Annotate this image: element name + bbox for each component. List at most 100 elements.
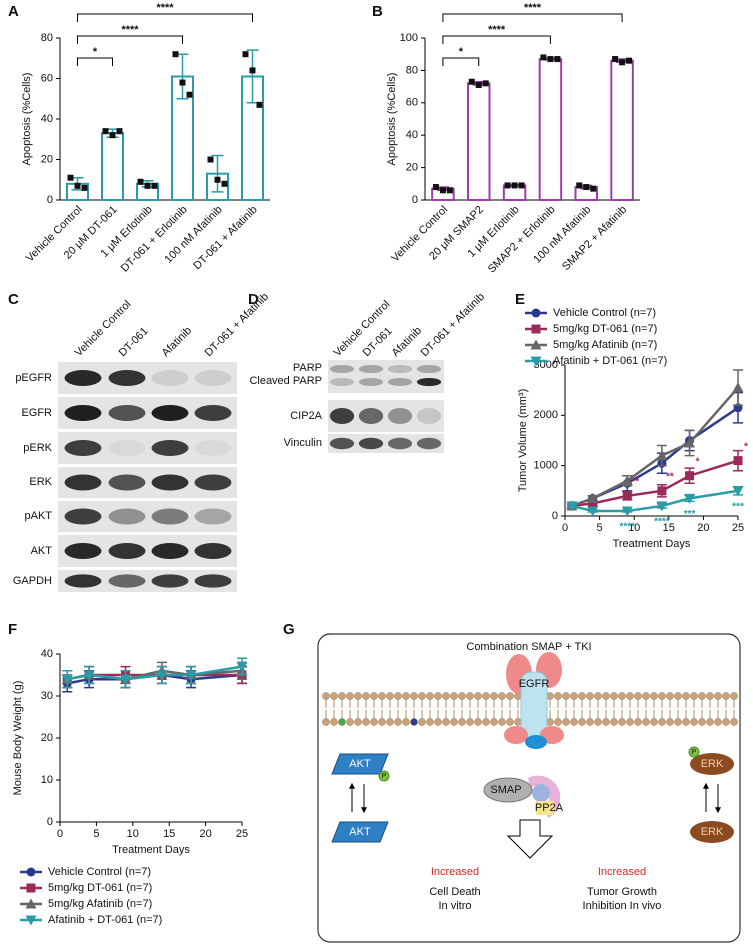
blot-band (358, 365, 384, 373)
x-axis-label: Treatment Days (613, 538, 691, 550)
lipid-head (434, 692, 442, 700)
lipid-head (650, 692, 658, 700)
outcome-arrow (506, 819, 554, 859)
blot-band (151, 574, 189, 588)
y-tick-label: 20 (41, 732, 53, 744)
x-tick-label: 25 (732, 522, 744, 534)
data-point (74, 182, 81, 189)
marker (732, 486, 744, 497)
blot-band (416, 437, 442, 450)
lipid-head (498, 692, 506, 700)
significance-label: ** (666, 471, 674, 482)
blot-band (416, 378, 442, 386)
panel-letter: D (248, 291, 259, 308)
y-tick-label: 30 (41, 690, 53, 702)
series-line (67, 665, 243, 681)
marker (732, 382, 744, 393)
erk-label: ERK (701, 758, 724, 770)
significance-label: * (459, 46, 464, 58)
x-tick-label: 10 (127, 828, 139, 840)
x-tick-label: DT-061 + Erlotinib (119, 204, 190, 275)
data-point (242, 51, 249, 58)
marker (733, 456, 743, 466)
blot-band (151, 370, 189, 386)
lipid-head (698, 718, 706, 726)
significance-bracket (442, 13, 623, 22)
data-point (583, 184, 590, 191)
blot-band (108, 440, 146, 456)
erk-label: ERK (701, 826, 724, 838)
lipid-head (546, 692, 554, 700)
significance-label: ** (631, 477, 639, 488)
data-point (214, 176, 221, 183)
y-tick-label: 0 (412, 194, 418, 206)
lipid-head (330, 692, 338, 700)
kinase-domain (525, 735, 547, 749)
significance-bracket (442, 35, 551, 44)
lipid-head (402, 692, 410, 700)
lipid-head (458, 692, 466, 700)
blot-band (194, 543, 232, 559)
data-point (482, 80, 489, 87)
panel-letter: E (515, 291, 525, 308)
blot-band (416, 408, 442, 424)
data-point (439, 187, 446, 194)
marker (26, 867, 36, 877)
lipid-head (330, 718, 338, 726)
data-point (102, 128, 109, 135)
y-tick-label: 10 (41, 774, 53, 786)
blot-band (358, 378, 384, 386)
data-point (554, 56, 561, 63)
y-tick-label: 40 (41, 648, 53, 660)
x-tick-label: 25 (236, 828, 248, 840)
significance-label: **** (121, 24, 139, 36)
data-point (207, 156, 214, 163)
blot-band (194, 574, 232, 588)
lipid-head (722, 692, 730, 700)
lipid-head (442, 718, 450, 726)
marker (530, 339, 542, 350)
lipid-head (610, 692, 618, 700)
receptor-label: EGFR (519, 678, 550, 690)
marker (656, 501, 668, 512)
blot-row-label: GAPDH (13, 575, 52, 587)
legend-label: 5mg/kg Afatinib (n=7) (553, 339, 657, 351)
error-bar (211, 154, 224, 193)
lipid-head (562, 718, 570, 726)
lipid-head (450, 718, 458, 726)
lipid-head (674, 692, 682, 700)
phospho-label: P (692, 749, 697, 756)
y-tick-label: 60 (406, 97, 418, 109)
blot-band (64, 370, 102, 386)
lipid-head (578, 718, 586, 726)
lipid-head (546, 718, 554, 726)
marker (684, 437, 696, 448)
lipid-head (346, 692, 354, 700)
lipid-head (634, 718, 642, 726)
pp2a-label: PP2A (535, 802, 564, 814)
lipid-head (706, 692, 714, 700)
x-tick-label: 10 (628, 522, 640, 534)
blot-row-label: Vinculin (284, 437, 322, 449)
outcome-effect: Cell Death (429, 886, 480, 898)
phospho (688, 746, 700, 758)
marker (156, 670, 168, 681)
legend-label: Afatinib + DT-061 (n=7) (553, 355, 667, 367)
data-point (504, 182, 511, 189)
blot-row-label: CIP2A (290, 410, 322, 422)
significance-label: **** (524, 2, 542, 14)
lipid-head (586, 718, 594, 726)
significance-label: **** (156, 2, 174, 14)
lipid-head (618, 692, 626, 700)
lipid-head (706, 718, 714, 726)
y-tick-label: 2000 (534, 409, 558, 421)
significance-bracket (442, 57, 480, 66)
lipid-head (722, 718, 730, 726)
pp2a-subunit (532, 784, 550, 802)
lipid-head (490, 718, 498, 726)
legend-label: Afatinib + DT-061 (n=7) (48, 914, 162, 926)
data-point (432, 184, 439, 191)
lipid-head (498, 718, 506, 726)
lipid-head (698, 692, 706, 700)
